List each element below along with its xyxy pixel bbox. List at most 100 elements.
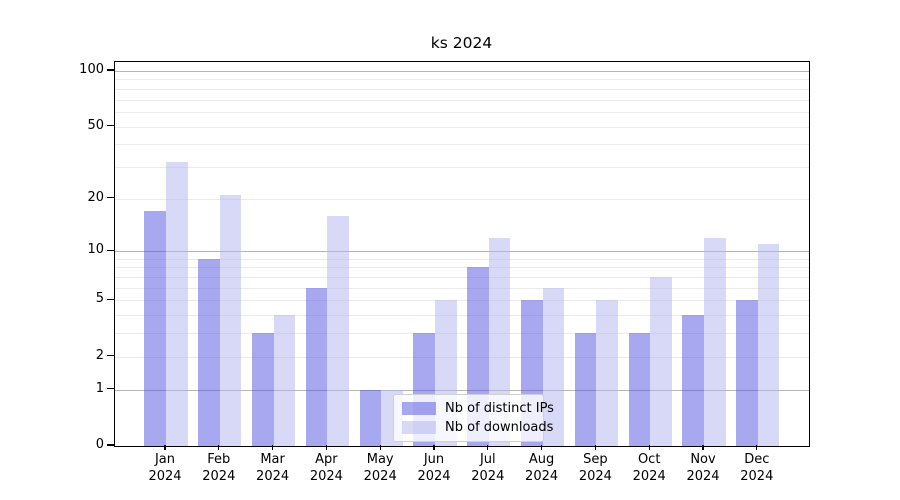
x-tick-year: 2024 (202, 468, 236, 484)
legend-swatch-downloads (402, 421, 436, 434)
legend-label-distinct-ips: Nb of distinct IPs (445, 401, 554, 416)
x-tick-mark (164, 445, 166, 450)
y-tick-label: 20 (87, 189, 104, 205)
y-gridline-minor (115, 144, 809, 146)
y-tick-mark (107, 388, 114, 390)
chart-title: ks 2024 (430, 34, 493, 52)
y-tick-mark (107, 69, 114, 71)
x-tick-label: Jan 2024 (135, 452, 195, 485)
x-tick-mark (756, 445, 758, 450)
y-gridline-minor (115, 79, 809, 81)
bar-distinct-ips (305, 287, 328, 446)
y-gridline-minor (115, 198, 809, 200)
y-gridline-minor (115, 111, 809, 113)
y-tick-mark (107, 355, 114, 357)
x-tick-label: Mar 2024 (243, 452, 303, 485)
y-tick-label: 50 (87, 117, 104, 133)
x-tick-label: Feb 2024 (189, 452, 249, 485)
x-tick-mark (379, 445, 381, 450)
x-tick-label: May 2024 (350, 452, 410, 485)
y-gridline-minor (115, 315, 809, 317)
bar-downloads (488, 237, 511, 446)
y-gridline-minor (115, 99, 809, 101)
y-tick-label: 0 (95, 437, 104, 452)
y-gridline-minor (115, 287, 809, 289)
x-tick-mark (541, 445, 543, 450)
y-gridline-minor (115, 88, 809, 90)
bar-downloads (273, 315, 296, 446)
x-tick-mark (218, 445, 220, 450)
x-tick-year: 2024 (417, 468, 451, 484)
x-tick-year: 2024 (309, 468, 343, 484)
x-tick-label: Nov 2024 (673, 452, 733, 485)
y-tick-mark (107, 197, 114, 199)
x-tick-year: 2024 (632, 468, 666, 484)
x-tick-year: 2024 (686, 468, 720, 484)
x-tick-label: Oct 2024 (619, 452, 679, 485)
y-tick-mark (107, 124, 114, 127)
y-tick-label: 1 (95, 380, 104, 396)
legend-item-downloads: Nb of downloads (402, 420, 553, 435)
bar-distinct-ips (736, 300, 758, 446)
bar-downloads (327, 215, 350, 446)
y-tick-label: 5 (95, 291, 104, 307)
x-tick-mark (272, 445, 274, 450)
y-tick-label: 100 (79, 62, 104, 77)
bar-downloads (596, 300, 619, 446)
legend-swatch-distinct-ips (402, 402, 436, 415)
bar-distinct-ips (574, 333, 597, 446)
x-tick-year: 2024 (578, 468, 612, 484)
x-tick-month: Aug (528, 452, 555, 467)
y-gridline-minor (115, 300, 809, 302)
y-gridline-minor (115, 277, 809, 279)
y-tick-mark (107, 249, 114, 251)
x-tick-month: May (366, 452, 394, 467)
x-tick-year: 2024 (740, 468, 774, 484)
plot-area (114, 61, 810, 447)
bar-distinct-ips (198, 258, 220, 446)
x-tick-mark (325, 445, 327, 450)
x-tick-label: Sep 2024 (565, 452, 625, 485)
y-gridline-major (115, 251, 809, 253)
bar-downloads (650, 277, 672, 446)
y-tick-label: 2 (95, 347, 104, 363)
x-tick-year: 2024 (148, 468, 182, 484)
bar-distinct-ips (251, 333, 274, 446)
x-tick-month: Dec (744, 452, 770, 467)
x-tick-year: 2024 (525, 468, 559, 484)
y-gridline-minor (115, 258, 809, 260)
bar-distinct-ips (628, 333, 651, 446)
x-tick-mark (433, 445, 435, 450)
x-tick-year: 2024 (256, 468, 290, 484)
y-gridline-major (115, 71, 809, 72)
y-gridline-minor (115, 356, 809, 358)
bar-downloads (757, 244, 780, 446)
x-tick-mark (702, 445, 704, 450)
bar-downloads (542, 287, 565, 446)
x-tick-month: Feb (207, 452, 231, 467)
bar-distinct-ips (144, 211, 166, 446)
x-tick-month: Sep (583, 452, 608, 467)
x-tick-label: Jul 2024 (458, 452, 518, 485)
x-tick-mark (594, 445, 596, 450)
legend-label-downloads: Nb of downloads (445, 420, 554, 435)
x-tick-month: Oct (637, 452, 661, 467)
legend-item-distinct-ips: Nb of distinct IPs (402, 401, 554, 416)
y-gridline-minor (115, 126, 809, 128)
x-tick-label: Apr 2024 (296, 452, 356, 485)
y-tick-mark (107, 444, 114, 446)
x-tick-label: Dec 2024 (727, 452, 787, 485)
x-tick-year: 2024 (471, 468, 505, 484)
x-tick-year: 2024 (363, 468, 397, 484)
bar-distinct-ips (682, 315, 704, 446)
x-tick-month: Jan (154, 452, 176, 467)
y-gridline-minor (115, 267, 809, 269)
bar-downloads (704, 237, 726, 446)
y-gridline-minor (115, 166, 809, 168)
bar-distinct-ips (359, 389, 382, 446)
x-tick-month: Jun (423, 452, 445, 467)
x-tick-month: Nov (690, 452, 716, 467)
x-tick-mark (648, 445, 650, 450)
x-tick-label: Aug 2024 (512, 452, 572, 485)
